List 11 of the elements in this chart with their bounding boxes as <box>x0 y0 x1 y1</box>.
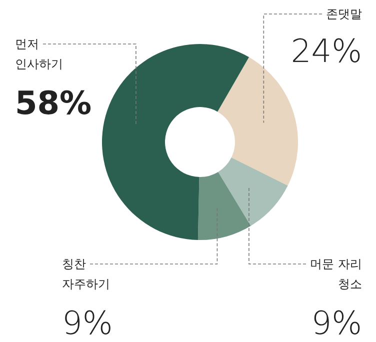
data-label: 24% <box>290 32 362 70</box>
data-label: 58% <box>15 84 92 122</box>
donut-slice <box>198 172 251 240</box>
donut-slice <box>102 44 249 240</box>
slice-label: 존댓말 <box>326 7 362 21</box>
slice-label: 머문 자리 청소 <box>310 257 362 291</box>
donut-slice <box>218 158 288 226</box>
data-label: 9% <box>311 304 362 342</box>
slice-label: 먼저 인사하기 <box>15 37 63 71</box>
slice-label: 칭찬 자주하기 <box>62 257 110 291</box>
data-label: 9% <box>62 304 113 342</box>
